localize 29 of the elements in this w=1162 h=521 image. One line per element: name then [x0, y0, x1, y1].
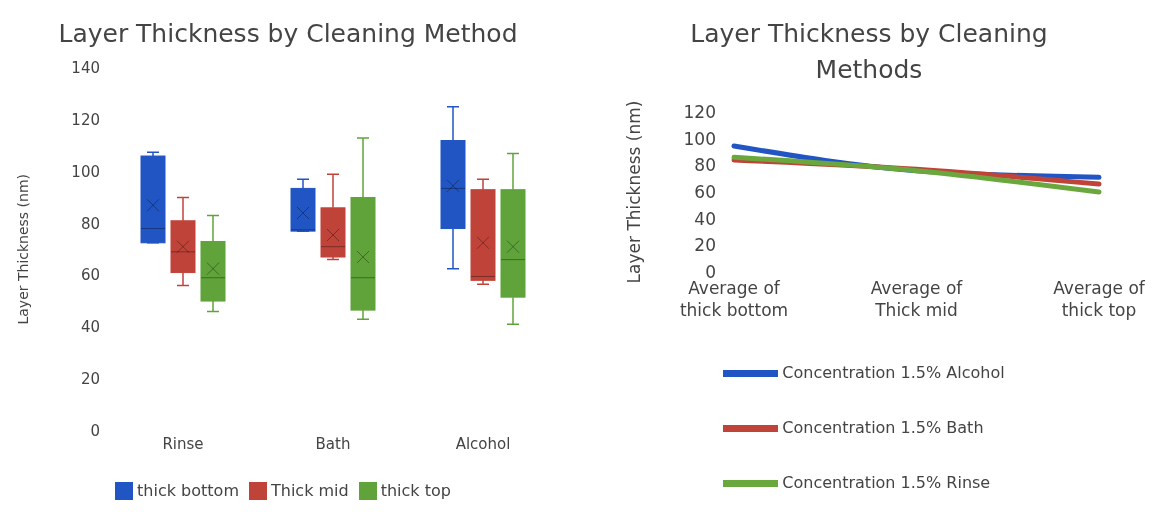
chart-title: Layer Thickness by Cleaning Method: [57, 18, 519, 50]
y-tick-label: 60: [694, 182, 716, 203]
y-axis-title: Layer Thickness (nm): [624, 100, 645, 284]
y-tick-label: 120: [683, 102, 716, 123]
y-axis-title: Layer Thickness (nm): [14, 173, 31, 325]
chart-title: Layer Thickness by Cleaning Methods: [689, 18, 1049, 86]
x-tick-label: Bath: [315, 435, 351, 454]
y-tick-label: 100: [683, 128, 716, 149]
y-tick-label: 40: [694, 208, 716, 229]
y-tick-label: 100: [71, 162, 100, 181]
y-tick-label: 80: [694, 155, 716, 176]
y-tick-label: 140: [71, 59, 100, 78]
y-tick-label: 60: [80, 266, 100, 285]
legend-label: thick top: [380, 480, 451, 500]
y-tick-label: 120: [71, 111, 100, 130]
legend-label: Concentration 1.5% Alcohol: [782, 363, 1005, 382]
legend-label: thick bottom: [137, 480, 239, 500]
x-tick-label: Rinse: [162, 435, 204, 454]
y-tick-label: 20: [80, 370, 100, 389]
legend-label: Concentration 1.5% Bath: [782, 418, 984, 437]
legend-label: Concentration 1.5% Rinse: [782, 473, 991, 492]
y-tick-label: 20: [694, 235, 716, 256]
y-tick-label: 0: [90, 421, 100, 440]
x-tick-label: Average of thick top: [1053, 278, 1146, 320]
y-tick-label: 40: [80, 318, 100, 337]
y-tick-label: 80: [80, 214, 100, 233]
legend-label: Thick mid: [270, 480, 349, 500]
x-tick-label: Alcohol: [455, 435, 511, 454]
x-tick-label: Average of Thick mid: [870, 278, 964, 320]
